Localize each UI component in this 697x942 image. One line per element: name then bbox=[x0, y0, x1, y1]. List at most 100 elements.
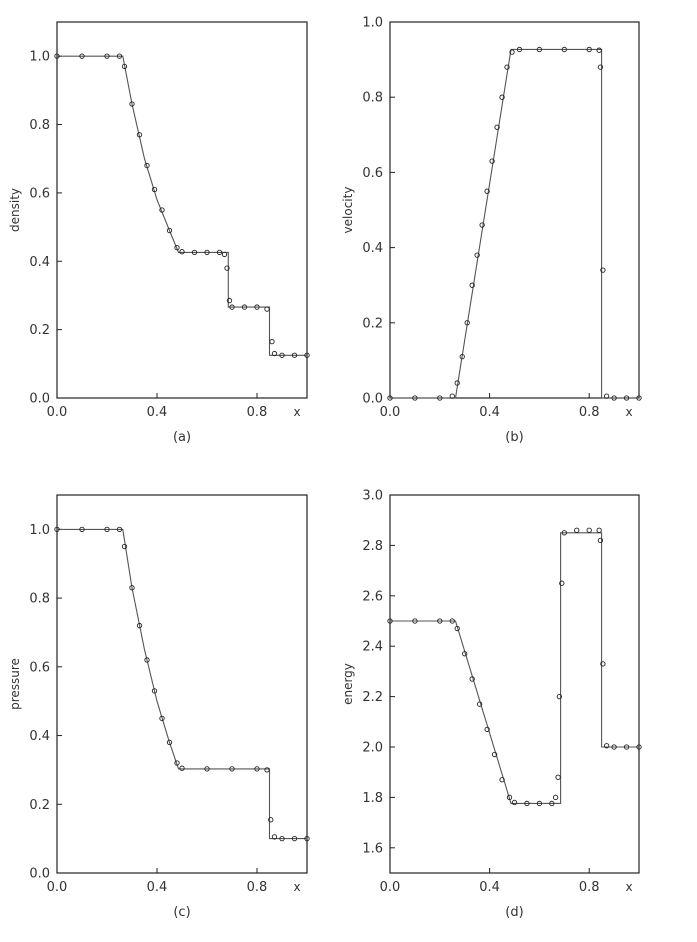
plot-frame bbox=[389, 21, 640, 399]
numerical-data-point bbox=[79, 53, 85, 59]
x-tick-label: 0.8 bbox=[579, 405, 600, 420]
numerical-data-point bbox=[494, 124, 500, 130]
numerical-data-point bbox=[561, 46, 567, 53]
numerical-data-point bbox=[159, 715, 165, 722]
numerical-data-point bbox=[412, 395, 418, 401]
numerical-data-point bbox=[268, 817, 274, 823]
chart-panel-1: 0.0 0.4 0.8 0.0 0.2 0.4 0.6 0.8 1.0 x density (a) bbox=[8, 21, 310, 445]
plot-frame bbox=[389, 494, 640, 874]
y-tick-label: 1.6 bbox=[362, 841, 383, 856]
numerical-data-point bbox=[204, 249, 210, 256]
numerical-data-point bbox=[504, 64, 510, 70]
numerical-data-point bbox=[304, 352, 310, 358]
x-tick-label: 0.8 bbox=[579, 880, 600, 895]
x-tick-label: 0.8 bbox=[247, 880, 268, 895]
x-axis-label: x bbox=[625, 880, 632, 894]
x-axis-label: x bbox=[293, 880, 300, 894]
x-axis-label: x bbox=[625, 405, 632, 419]
numerical-data-point bbox=[509, 49, 515, 55]
numerical-data-point bbox=[291, 352, 298, 358]
numerical-data-point bbox=[454, 625, 460, 632]
numerical-data-point bbox=[600, 661, 606, 667]
x-tick-label: 0.0 bbox=[380, 880, 401, 895]
numerical-data-point bbox=[151, 186, 158, 193]
numerical-data-point bbox=[611, 395, 617, 401]
x-tick-label: 0.8 bbox=[247, 405, 268, 420]
numerical-data-point bbox=[151, 688, 158, 694]
numerical-data-point bbox=[476, 701, 483, 707]
numerical-data-point bbox=[179, 765, 185, 771]
y-tick-label: 0.8 bbox=[29, 592, 50, 607]
numerical-data-point bbox=[636, 395, 642, 401]
numerical-data-point bbox=[474, 252, 480, 258]
numerical-data-point bbox=[159, 207, 165, 213]
numerical-data-point bbox=[552, 794, 559, 801]
numerical-data-point bbox=[511, 799, 518, 806]
numerical-data-point bbox=[506, 794, 513, 801]
numerical-data-point bbox=[469, 676, 475, 682]
numerical-data-point bbox=[586, 46, 592, 53]
numerical-data-point bbox=[491, 751, 498, 758]
numerical-data-point bbox=[271, 350, 278, 357]
y-tick-label: 1.0 bbox=[362, 16, 383, 31]
numerical-data-point bbox=[459, 353, 465, 360]
y-tick-label: 1.0 bbox=[29, 50, 50, 65]
numerical-data-point bbox=[516, 46, 523, 53]
y-tick-label: 0.8 bbox=[29, 118, 50, 133]
exact-solution-line bbox=[390, 48, 639, 399]
numerical-data-point bbox=[224, 265, 230, 271]
exact-solution-line bbox=[57, 55, 307, 356]
numerical-data-point bbox=[104, 526, 110, 533]
numerical-data-point bbox=[596, 527, 602, 533]
numerical-data-point bbox=[636, 744, 642, 750]
x-axis-label: x bbox=[293, 405, 300, 419]
numerical-data-point bbox=[469, 282, 475, 288]
numerical-data-point bbox=[116, 53, 123, 59]
y-tick-label: 0.2 bbox=[29, 798, 50, 813]
numerical-data-point bbox=[254, 304, 260, 310]
numerical-data-point bbox=[623, 395, 630, 401]
panel-label: (a) bbox=[173, 430, 191, 445]
numerical-data-point bbox=[454, 380, 460, 386]
y-tick-label: 0.2 bbox=[362, 316, 383, 331]
numerical-data-point bbox=[54, 53, 60, 59]
chart-panel-4: 0.0 0.4 0.8 1.6 1.8 2.0 2.2 2.4 2.6 2.8 3.0 x energy… bbox=[341, 489, 642, 920]
numerical-data-point bbox=[559, 580, 565, 586]
panel-label: (d) bbox=[505, 905, 523, 920]
numerical-data-point bbox=[166, 739, 173, 746]
y-tick-label: 2.4 bbox=[362, 640, 383, 655]
exact-solution-line bbox=[390, 532, 639, 804]
numerical-data-point bbox=[484, 726, 490, 733]
y-tick-label: 2.0 bbox=[362, 741, 383, 756]
y-tick-label: 2.6 bbox=[362, 589, 383, 604]
numerical-data-point bbox=[449, 393, 455, 399]
numerical-data-point bbox=[204, 766, 210, 772]
numerical-data-point bbox=[79, 526, 85, 533]
numerical-data-point bbox=[121, 63, 128, 70]
numerical-data-point bbox=[226, 297, 233, 304]
numerical-data-point bbox=[174, 244, 180, 251]
numerical-data-point bbox=[556, 693, 562, 700]
y-axis-label: energy bbox=[341, 663, 355, 705]
numerical-data-point bbox=[121, 543, 128, 550]
numerical-data-point bbox=[462, 651, 468, 657]
numerical-data-point bbox=[524, 800, 530, 807]
numerical-data-point bbox=[136, 622, 143, 629]
numerical-data-point bbox=[549, 800, 555, 807]
numerical-data-point bbox=[387, 395, 393, 401]
numerical-data-point bbox=[499, 777, 505, 783]
numerical-data-point bbox=[129, 101, 135, 107]
numerical-data-point bbox=[174, 760, 180, 766]
numerical-data-point bbox=[271, 834, 278, 840]
numerical-data-point bbox=[437, 395, 443, 401]
numerical-data-point bbox=[603, 743, 610, 749]
y-tick-label: 1.0 bbox=[29, 523, 50, 538]
plot-frame bbox=[56, 21, 308, 399]
exact-solution-line bbox=[57, 528, 307, 840]
numerical-data-point bbox=[136, 132, 143, 138]
numerical-data-point bbox=[254, 766, 260, 772]
numerical-data-point bbox=[291, 835, 298, 842]
numerical-data-point bbox=[600, 267, 606, 273]
y-tick-label: 2.2 bbox=[362, 690, 383, 705]
